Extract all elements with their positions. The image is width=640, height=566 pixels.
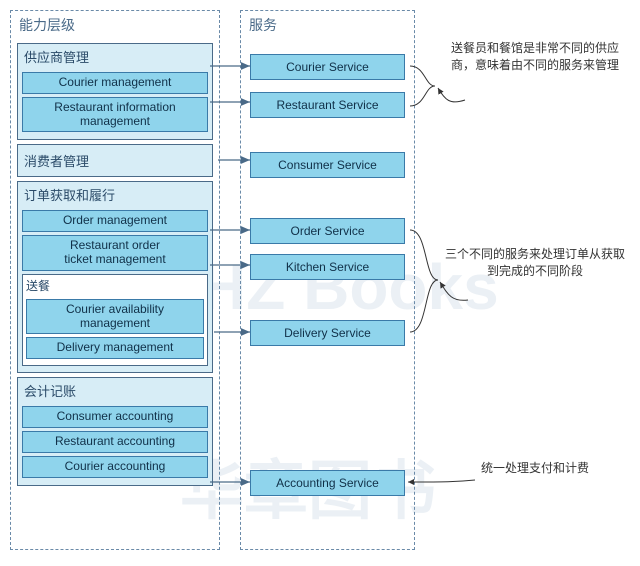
subgroup-delivery-title: 送餐 <box>26 277 204 296</box>
group-accounting-title: 会计记账 <box>22 380 208 403</box>
cap-courier-management: Courier management <box>22 72 208 94</box>
group-consumer: 消费者管理 <box>17 144 213 177</box>
service-restaurant: Restaurant Service <box>250 92 405 118</box>
cap-consumer-accounting: Consumer accounting <box>22 406 208 428</box>
service-consumer: Consumer Service <box>250 152 405 178</box>
cap-courier-accounting: Courier accounting <box>22 456 208 478</box>
service-column-title: 服务 <box>241 11 414 39</box>
note-order: 三个不同的服务来处理订单从获取到完成的不同阶段 <box>445 246 625 280</box>
cap-restaurant-info-management: Restaurant information management <box>22 97 208 133</box>
note-supplier: 送餐员和餐馆是非常不同的供应商，意味着由不同的服务来管理 <box>445 40 625 74</box>
service-column: 服务 <box>240 10 415 550</box>
service-order: Order Service <box>250 218 405 244</box>
cap-delivery-management: Delivery management <box>26 337 204 359</box>
subgroup-delivery: 送餐 Courier availability management Deliv… <box>22 274 208 366</box>
group-order: 订单获取和履行 Order management Restaurant orde… <box>17 181 213 373</box>
service-delivery: Delivery Service <box>250 320 405 346</box>
note-accounting: 统一处理支付和计费 <box>445 460 625 477</box>
service-courier: Courier Service <box>250 54 405 80</box>
group-supplier-title: 供应商管理 <box>22 46 208 69</box>
capability-column-title: 能力层级 <box>11 11 219 39</box>
group-consumer-title: 消费者管理 <box>24 151 206 170</box>
group-order-title: 订单获取和履行 <box>22 184 208 207</box>
cap-restaurant-accounting: Restaurant accounting <box>22 431 208 453</box>
cap-order-management: Order management <box>22 210 208 232</box>
capability-column: 能力层级 供应商管理 Courier management Restaurant… <box>10 10 220 550</box>
group-accounting: 会计记账 Consumer accounting Restaurant acco… <box>17 377 213 485</box>
cap-courier-availability: Courier availability management <box>26 299 204 335</box>
service-kitchen: Kitchen Service <box>250 254 405 280</box>
cap-restaurant-ticket-management: Restaurant order ticket management <box>22 235 208 271</box>
service-accounting: Accounting Service <box>250 470 405 496</box>
group-supplier: 供应商管理 Courier management Restaurant info… <box>17 43 213 140</box>
